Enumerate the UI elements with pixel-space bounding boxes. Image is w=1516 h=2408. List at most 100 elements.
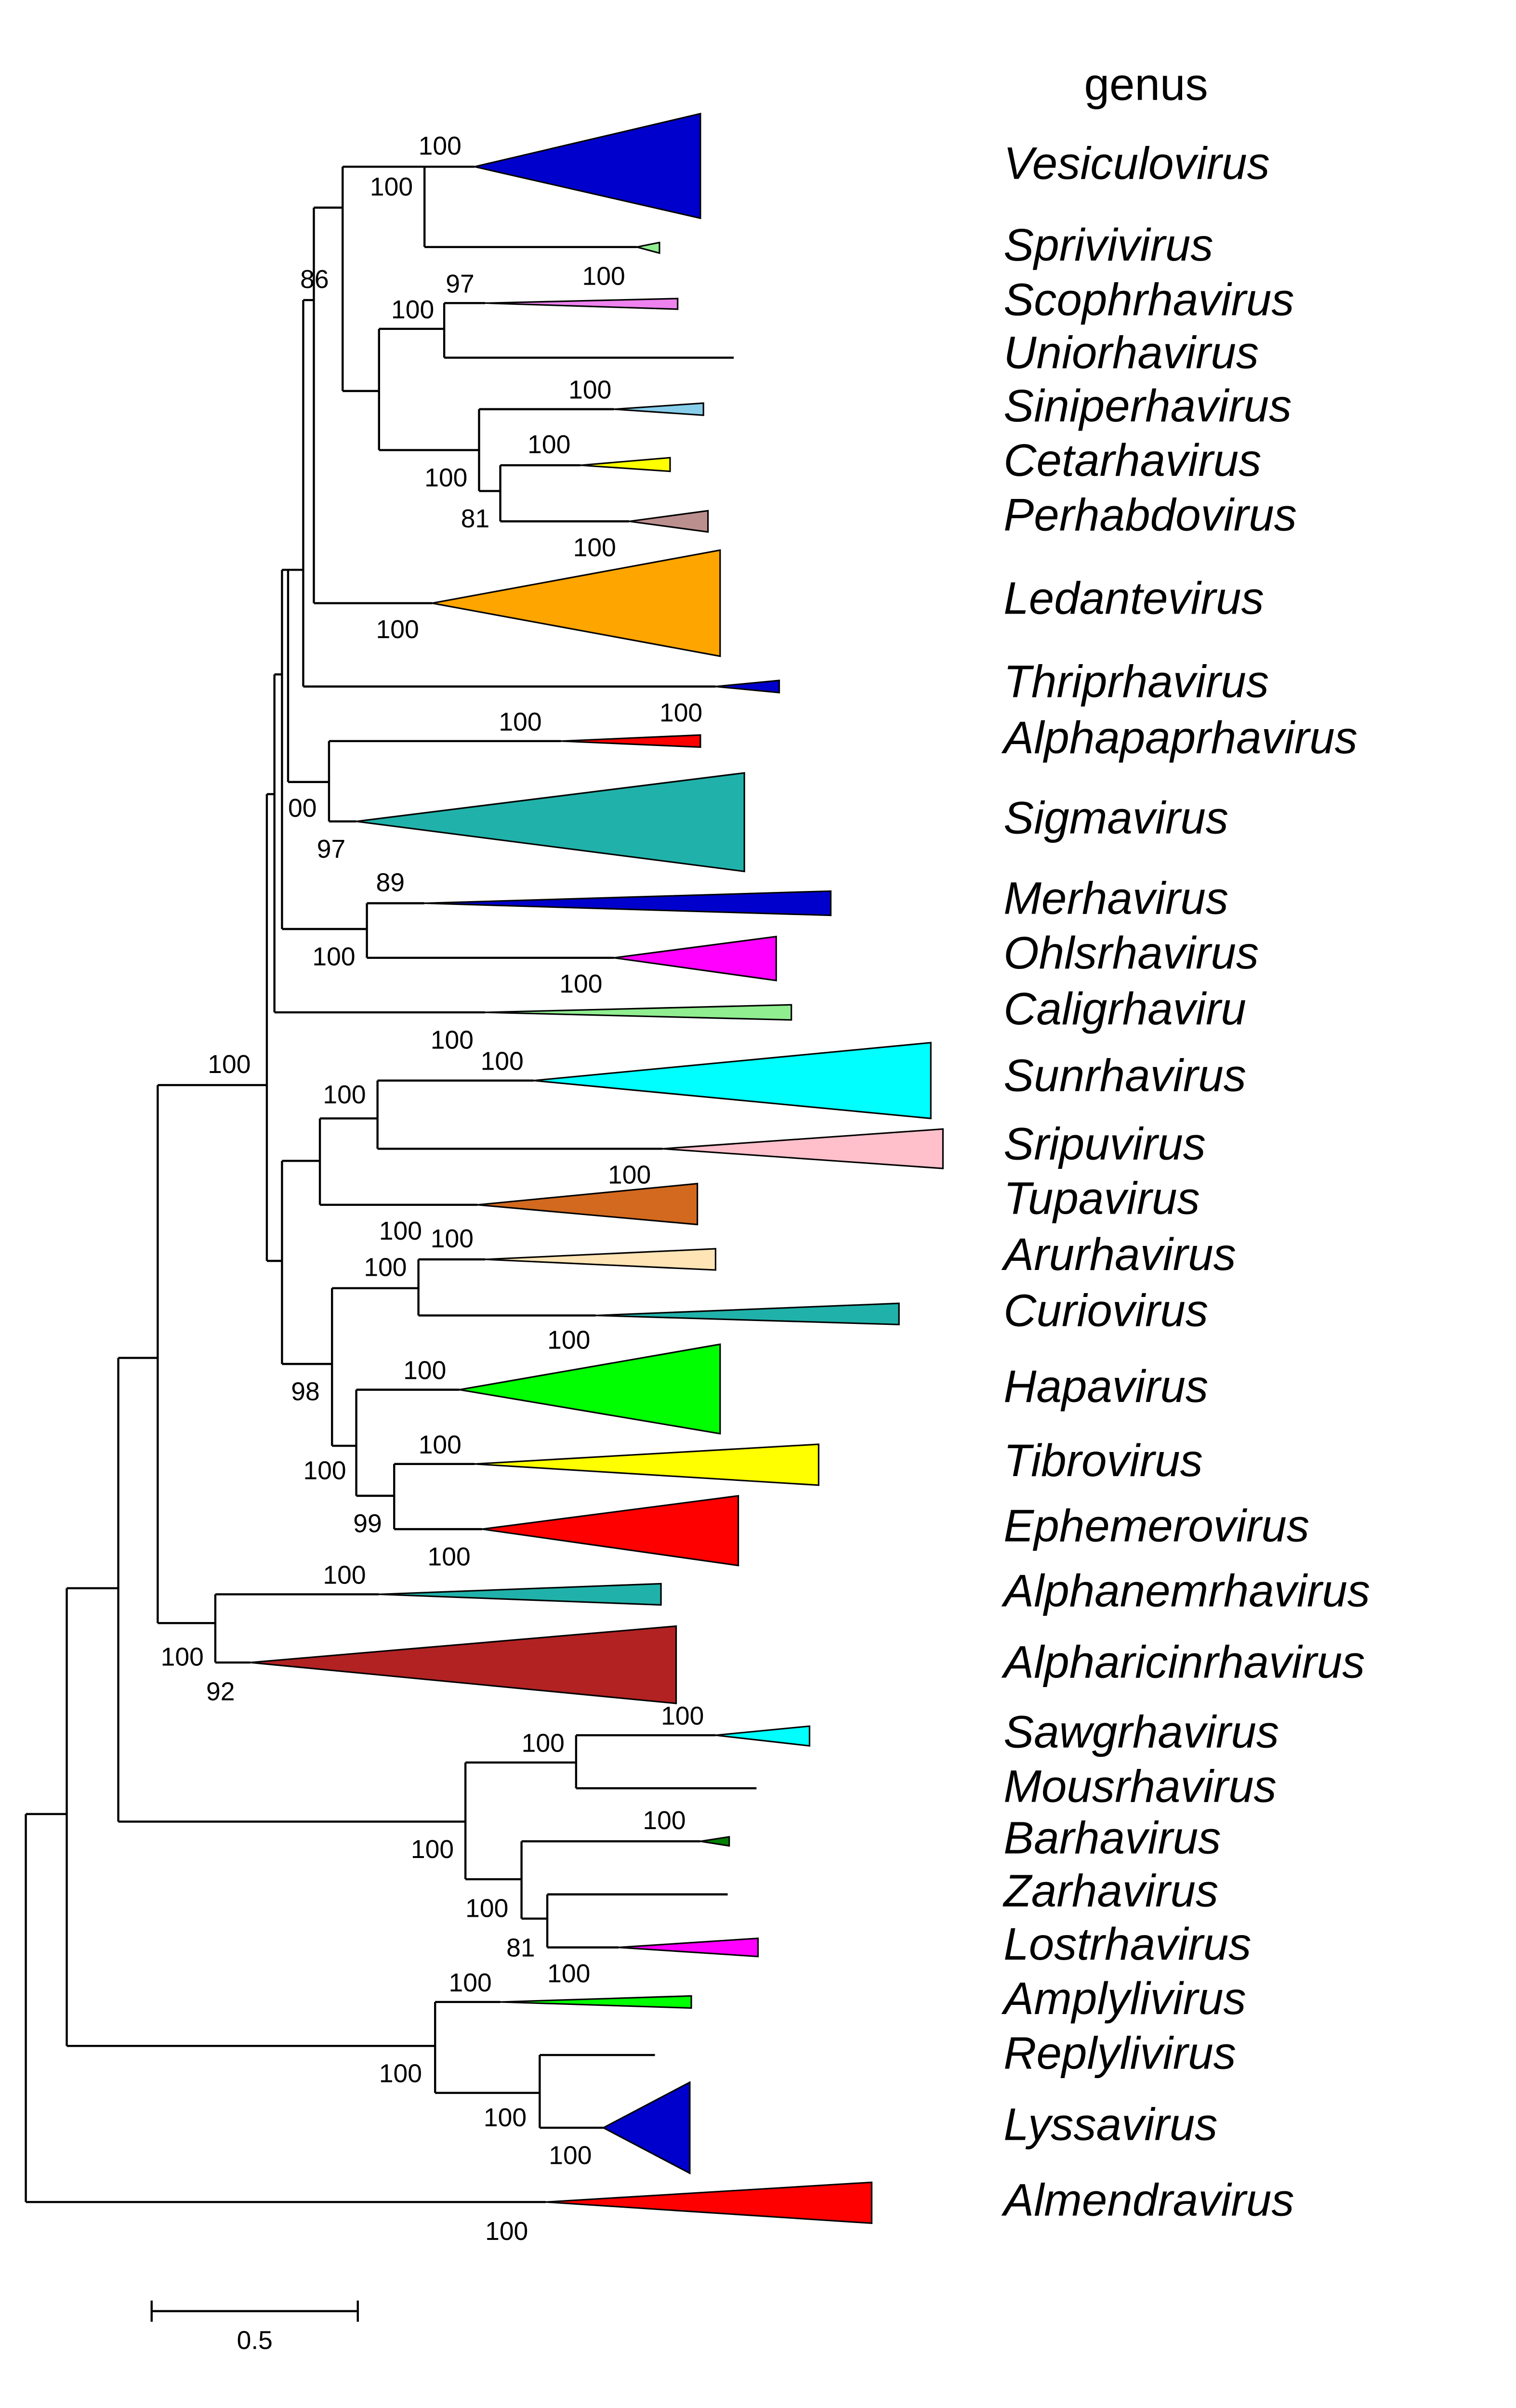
genus-label-sigmavirus: Sigmavirus bbox=[1003, 793, 1228, 844]
clade-triangle-caligrhaviru bbox=[485, 1004, 792, 1021]
genus-label-mousrhavirus: Mousrhavirus bbox=[1003, 1762, 1277, 1812]
support-value: 100 bbox=[379, 2060, 422, 2088]
support-value: 100 bbox=[419, 132, 461, 160]
support-value: 100 bbox=[424, 464, 467, 492]
support-value: 100 bbox=[659, 699, 702, 727]
genus-label-lostrhavirus: Lostrhavirus bbox=[1003, 1919, 1251, 1970]
support-value: 100 bbox=[481, 1047, 524, 1076]
support-value: 00 bbox=[288, 794, 317, 823]
support-value: 89 bbox=[376, 868, 405, 897]
support-value: 81 bbox=[506, 1934, 535, 1963]
genus-label-cetarhavirus: Cetarhavirus bbox=[1003, 435, 1261, 486]
support-value: 100 bbox=[547, 1960, 590, 1988]
genus-label-sawgrhavirus: Sawgrhavirus bbox=[1003, 1707, 1279, 1757]
genus-label-arurhavirus: Arurhavirus bbox=[1001, 1230, 1236, 1280]
clade-triangle-alphapaprhavirus bbox=[561, 734, 701, 748]
support-value: 100 bbox=[323, 1081, 366, 1109]
support-value: 100 bbox=[431, 1026, 474, 1055]
support-value: 100 bbox=[431, 1225, 474, 1253]
clade-triangle-tibrovirus bbox=[474, 1443, 819, 1486]
genus-label-ohlsrhavirus: Ohlsrhavirus bbox=[1003, 928, 1259, 979]
genus-label-ephemerovirus: Ephemerovirus bbox=[1003, 1501, 1309, 1551]
scale-bar: 0.5 bbox=[150, 2300, 359, 2355]
support-value: 97 bbox=[317, 835, 346, 864]
support-value: 100 bbox=[449, 1969, 492, 1997]
clade-triangle-alpharicinrhavirus bbox=[250, 1625, 677, 1704]
genus-label-sprivivirus: Sprivivirus bbox=[1003, 220, 1213, 271]
support-value: 100 bbox=[391, 296, 434, 324]
support-value: 100 bbox=[547, 1326, 590, 1355]
clade-triangle-sunrhavirus bbox=[533, 1042, 932, 1120]
clade-triangle-cetarhavirus bbox=[580, 457, 671, 472]
support-value: 100 bbox=[608, 1161, 651, 1190]
support-value: 100 bbox=[364, 1254, 407, 1282]
support-value: 100 bbox=[573, 534, 616, 562]
genus-label-caligrhaviru: Caligrhaviru bbox=[1003, 984, 1246, 1034]
clade-triangle-sprivivirus bbox=[636, 241, 660, 254]
genus-label-alphapaprhavirus: Alphapaprhavirus bbox=[1001, 713, 1358, 763]
genus-label-uniorhavirus: Uniorhavirus bbox=[1003, 328, 1259, 379]
genus-label-hapavirus: Hapavirus bbox=[1003, 1361, 1208, 1412]
support-value: 100 bbox=[485, 2217, 528, 2246]
clade-triangle-merhavirus bbox=[424, 890, 832, 916]
clade-triangle-lyssavirus bbox=[602, 2081, 691, 2175]
support-value: 86 bbox=[300, 265, 329, 294]
genus-label-almendravirus: Almendravirus bbox=[1001, 2175, 1294, 2226]
support-value: 100 bbox=[582, 262, 625, 291]
tree-branches bbox=[25, 165, 757, 2203]
support-value: 100 bbox=[465, 1895, 508, 1923]
clade-triangle-curiovirus bbox=[595, 1302, 900, 1325]
clade-triangle-barhavirus bbox=[700, 1836, 730, 1847]
clade-triangle-sawgrhavirus bbox=[715, 1725, 811, 1747]
genus-label-tibrovirus: Tibrovirus bbox=[1003, 1436, 1203, 1486]
support-value: 81 bbox=[461, 505, 490, 533]
genus-label-scophrhavirus: Scophrhavirus bbox=[1003, 275, 1294, 326]
support-value: 100 bbox=[312, 943, 355, 971]
clade-triangle-ephemerovirus bbox=[482, 1495, 739, 1567]
clade-triangle-lostrhavirus bbox=[618, 1937, 759, 1958]
clade-triangle-scophrhavirus bbox=[485, 298, 679, 310]
support-value: 100 bbox=[419, 1431, 461, 1459]
clade-triangle-hapavirus bbox=[459, 1343, 721, 1435]
genus-label-sripuvirus: Sripuvirus bbox=[1003, 1119, 1206, 1169]
support-value: 100 bbox=[661, 1702, 704, 1730]
clade-triangle-ohlsrhavirus bbox=[614, 935, 777, 982]
support-value: 100 bbox=[379, 1217, 422, 1245]
genus-label-replylivirus: Replylivirus bbox=[1003, 2028, 1236, 2079]
support-value: 100 bbox=[208, 1050, 250, 1079]
genus-label-siniperhavirus: Siniperhavirus bbox=[1003, 381, 1292, 432]
genus-label-vesiculovirus: Vesiculovirus bbox=[1003, 138, 1270, 189]
support-value: 100 bbox=[411, 1835, 454, 1864]
clade-triangle-arurhavirus bbox=[485, 1248, 716, 1271]
support-value: 99 bbox=[353, 1509, 382, 1538]
clade-triangle-amplylivirus bbox=[500, 1995, 692, 2009]
support-value: 92 bbox=[206, 1678, 235, 1706]
support-value: 100 bbox=[427, 1543, 470, 1571]
genus-label-curiovirus: Curiovirus bbox=[1003, 1285, 1208, 1336]
support-value: 100 bbox=[323, 1561, 366, 1589]
support-value: 97 bbox=[446, 270, 475, 298]
clade-triangle-sripuvirus bbox=[662, 1128, 944, 1169]
clade-triangle-ledantevirus bbox=[432, 549, 721, 657]
support-value: 100 bbox=[568, 376, 611, 405]
genus-label-merhavirus: Merhavirus bbox=[1003, 874, 1228, 924]
genus-label-thriprhavirus: Thriprhavirus bbox=[1003, 657, 1269, 707]
clade-triangle-vesiculovirus bbox=[474, 113, 701, 220]
genus-label-ledantevirus: Ledantevirus bbox=[1003, 573, 1264, 624]
support-value: 100 bbox=[161, 1643, 204, 1671]
support-value: 100 bbox=[499, 708, 541, 736]
support-value: 100 bbox=[559, 970, 602, 998]
genus-label-sunrhavirus: Sunrhavirus bbox=[1003, 1051, 1246, 1101]
support-value: 100 bbox=[376, 615, 419, 644]
support-value: 100 bbox=[527, 431, 570, 459]
genus-labels: Vesiculovirus SprivivirusScophrhavirusUni… bbox=[1001, 138, 1370, 2225]
support-value: 100 bbox=[484, 2104, 527, 2132]
genus-label-alphanemrhavirus: Alphanemrhavirus bbox=[1001, 1566, 1370, 1617]
clade-triangle-thriprhavirus bbox=[715, 680, 780, 694]
clade-triangle-sigmavirus bbox=[356, 772, 745, 873]
clade-triangle-almendravirus bbox=[545, 2181, 873, 2225]
scale-bar-label: 0.5 bbox=[237, 2327, 273, 2355]
support-value: 100 bbox=[303, 1456, 346, 1485]
